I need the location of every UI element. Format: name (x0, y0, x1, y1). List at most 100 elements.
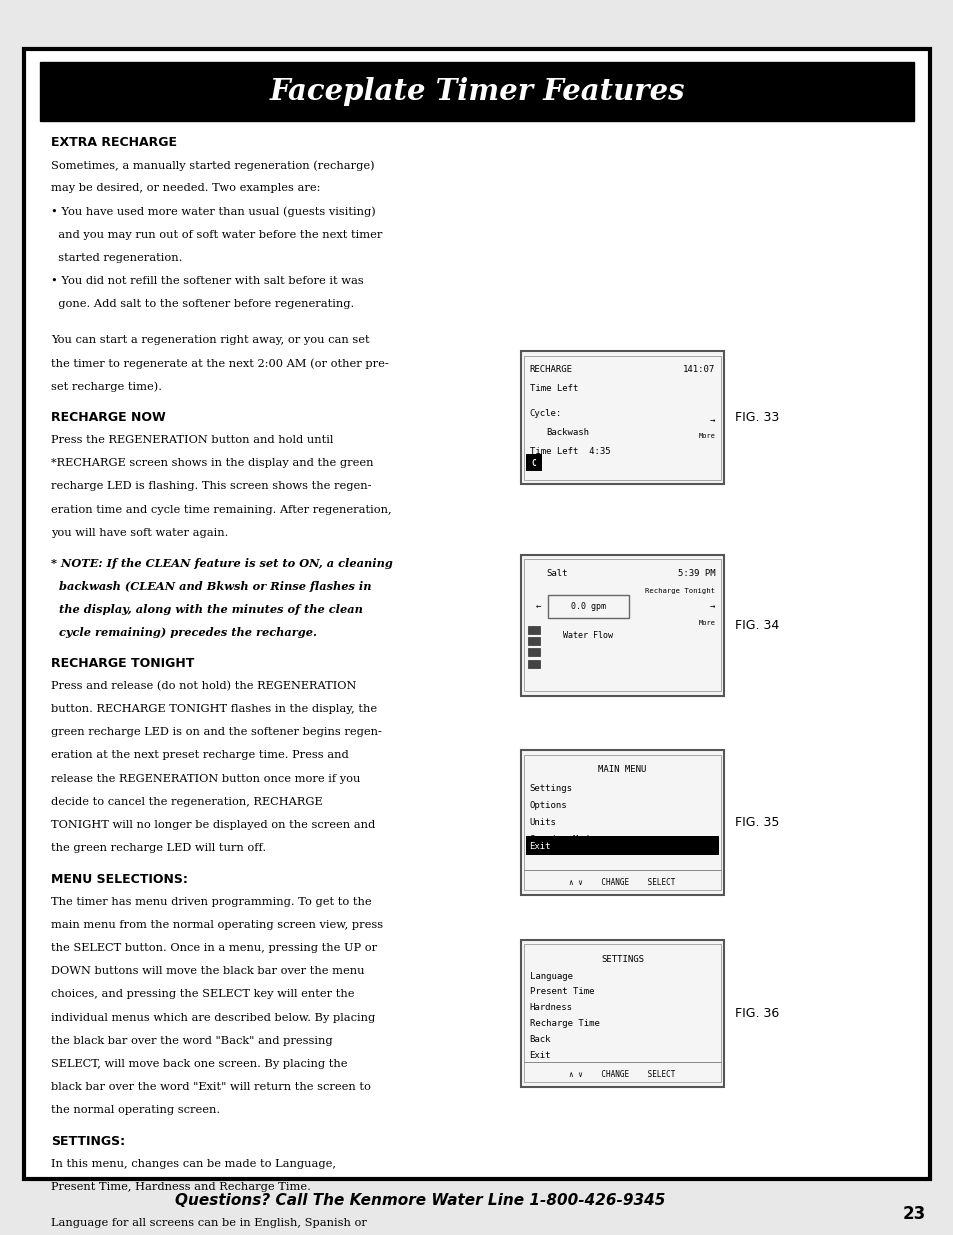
Text: • You have used more water than usual (guests visiting): • You have used more water than usual (g… (51, 206, 375, 217)
Text: set recharge time).: set recharge time). (51, 382, 162, 391)
Text: DOWN buttons will move the black bar over the menu: DOWN buttons will move the black bar ove… (51, 966, 364, 977)
Text: Language for all screens can be in English, Spanish or: Language for all screens can be in Engli… (51, 1218, 367, 1228)
Text: Cycle:: Cycle: (529, 409, 561, 417)
Text: C: C (531, 458, 536, 468)
Text: EXTRA RECHARGE: EXTRA RECHARGE (51, 136, 177, 149)
Text: the black bar over the word "Back" and pressing: the black bar over the word "Back" and p… (51, 1036, 333, 1046)
Text: MAIN MENU: MAIN MENU (598, 764, 646, 773)
Text: Exit: Exit (529, 1051, 551, 1060)
Text: In this menu, changes can be made to Language,: In this menu, changes can be made to Lan… (51, 1158, 335, 1170)
Text: gone. Add salt to the softener before regenerating.: gone. Add salt to the softener before re… (51, 299, 354, 309)
Text: the SELECT button. Once in a menu, pressing the UP or: the SELECT button. Once in a menu, press… (51, 944, 376, 953)
Text: Recharge Time: Recharge Time (529, 1019, 598, 1028)
Text: may be desired, or needed. Two examples are:: may be desired, or needed. Two examples … (51, 183, 320, 194)
Text: ←: ← (536, 601, 540, 611)
Text: TONIGHT will no longer be displayed on the screen and: TONIGHT will no longer be displayed on t… (51, 820, 375, 830)
Bar (523, 356, 720, 480)
Text: Salt: Salt (545, 569, 567, 578)
Bar (527, 637, 540, 645)
Text: FIG. 35: FIG. 35 (735, 816, 779, 829)
Text: Water Flow: Water Flow (563, 631, 613, 641)
Text: main menu from the normal operating screen view, press: main menu from the normal operating scre… (51, 920, 383, 930)
Text: button. RECHARGE TONIGHT flashes in the display, the: button. RECHARGE TONIGHT flashes in the … (51, 704, 376, 714)
Text: Press and release (do not hold) the REGENERATION: Press and release (do not hold) the REGE… (51, 680, 356, 692)
Text: you will have soft water again.: you will have soft water again. (51, 527, 228, 537)
Text: →: → (709, 416, 715, 425)
Text: Settings: Settings (529, 784, 572, 793)
Text: Present Time, Hardness and Recharge Time.: Present Time, Hardness and Recharge Time… (51, 1182, 311, 1192)
Text: ∧ ∨    CHANGE    SELECT: ∧ ∨ CHANGE SELECT (569, 878, 675, 887)
Text: the normal operating screen.: the normal operating screen. (51, 1105, 220, 1115)
Text: cycle remaining) precedes the recharge.: cycle remaining) precedes the recharge. (51, 627, 316, 638)
Bar (520, 555, 723, 695)
Text: decide to cancel the regeneration, RECHARGE: decide to cancel the regeneration, RECHA… (51, 797, 322, 806)
Text: and you may run out of soft water before the next timer: and you may run out of soft water before… (51, 230, 382, 240)
Text: The timer has menu driven programming. To get to the: The timer has menu driven programming. T… (51, 897, 372, 906)
Bar (527, 648, 540, 656)
Text: You can start a regeneration right away, or you can set: You can start a regeneration right away,… (51, 335, 369, 345)
Text: the timer to regenerate at the next 2:00 AM (or other pre-: the timer to regenerate at the next 2:00… (51, 358, 389, 369)
Text: RECHARGE TONIGHT: RECHARGE TONIGHT (51, 657, 194, 671)
Text: green recharge LED is on and the softener begins regen-: green recharge LED is on and the softene… (51, 727, 381, 737)
Text: eration at the next preset recharge time. Press and: eration at the next preset recharge time… (51, 751, 349, 761)
Text: 5:39 PM: 5:39 PM (677, 569, 715, 578)
Text: 141:07: 141:07 (682, 364, 715, 374)
Text: Recharge Tonight: Recharge Tonight (644, 588, 715, 594)
Bar (40, 62, 913, 121)
Text: More: More (698, 432, 715, 438)
Text: Backwash: Backwash (545, 429, 588, 437)
Text: Time Left  4:35: Time Left 4:35 (529, 447, 610, 456)
Text: Questions? Call The Kenmore Water Line 1-800-426-9345: Questions? Call The Kenmore Water Line 1… (174, 1193, 664, 1208)
Text: the green recharge LED will turn off.: the green recharge LED will turn off. (51, 844, 266, 853)
Text: Language: Language (529, 972, 572, 981)
Bar (523, 945, 720, 1082)
Text: the display, along with the minutes of the clean: the display, along with the minutes of t… (51, 604, 362, 615)
Bar (520, 351, 723, 484)
Text: Faceplate Timer Features: Faceplate Timer Features (269, 77, 684, 106)
Text: *RECHARGE screen shows in the display and the green: *RECHARGE screen shows in the display an… (51, 458, 374, 468)
Text: release the REGENERATION button once more if you: release the REGENERATION button once mor… (51, 773, 360, 784)
Bar (520, 750, 723, 894)
Text: Time Left: Time Left (529, 384, 578, 393)
Text: • You did not refill the softener with salt before it was: • You did not refill the softener with s… (51, 275, 363, 287)
Bar (527, 626, 540, 634)
Text: →: → (709, 601, 715, 611)
Text: Sometimes, a manually started regeneration (recharge): Sometimes, a manually started regenerati… (51, 161, 375, 170)
Text: SETTINGS: SETTINGS (600, 955, 643, 963)
Text: Options: Options (529, 800, 567, 810)
Text: FIG. 36: FIG. 36 (735, 1007, 779, 1020)
Bar (525, 836, 719, 855)
Bar (547, 595, 629, 618)
Text: SELECT, will move back one screen. By placing the: SELECT, will move back one screen. By pl… (51, 1058, 347, 1070)
Text: backwash (CLEAN and Bkwsh or Rinse flashes in: backwash (CLEAN and Bkwsh or Rinse flash… (51, 580, 371, 592)
Text: choices, and pressing the SELECT key will enter the: choices, and pressing the SELECT key wil… (51, 989, 355, 999)
Text: black bar over the word "Exit" will return the screen to: black bar over the word "Exit" will retu… (51, 1082, 371, 1092)
Bar (525, 454, 541, 471)
Text: RECHARGE NOW: RECHARGE NOW (51, 411, 166, 425)
Text: Exit: Exit (529, 841, 551, 851)
Bar (520, 940, 723, 1087)
Text: ∧ ∨    CHANGE    SELECT: ∧ ∨ CHANGE SELECT (569, 1070, 675, 1079)
Text: individual menus which are described below. By placing: individual menus which are described bel… (51, 1013, 375, 1023)
Text: SETTINGS:: SETTINGS: (51, 1135, 125, 1149)
Text: eration time and cycle time remaining. After regeneration,: eration time and cycle time remaining. A… (51, 505, 392, 515)
Text: 23: 23 (902, 1205, 924, 1223)
Bar (527, 659, 540, 668)
Text: MENU SELECTIONS:: MENU SELECTIONS: (51, 873, 188, 885)
Text: FIG. 34: FIG. 34 (735, 619, 779, 631)
Text: Units: Units (529, 818, 556, 826)
Bar (523, 559, 720, 692)
Text: recharge LED is flashing. This screen shows the regen-: recharge LED is flashing. This screen sh… (51, 482, 371, 492)
Text: More: More (698, 620, 715, 626)
Text: FIG. 33: FIG. 33 (735, 411, 779, 425)
Bar (523, 755, 720, 890)
Text: started regeneration.: started regeneration. (51, 253, 182, 263)
Text: Present Time: Present Time (529, 987, 594, 997)
Text: Service Mode: Service Mode (529, 835, 594, 844)
Text: Back: Back (529, 1035, 551, 1044)
Text: RECHARGE: RECHARGE (529, 364, 572, 374)
Text: Press the REGENERATION button and hold until: Press the REGENERATION button and hold u… (51, 435, 333, 445)
Text: * NOTE: If the CLEAN feature is set to ON, a cleaning: * NOTE: If the CLEAN feature is set to O… (51, 558, 393, 569)
Text: 0.0 gpm: 0.0 gpm (571, 601, 605, 611)
Text: Hardness: Hardness (529, 1003, 572, 1013)
